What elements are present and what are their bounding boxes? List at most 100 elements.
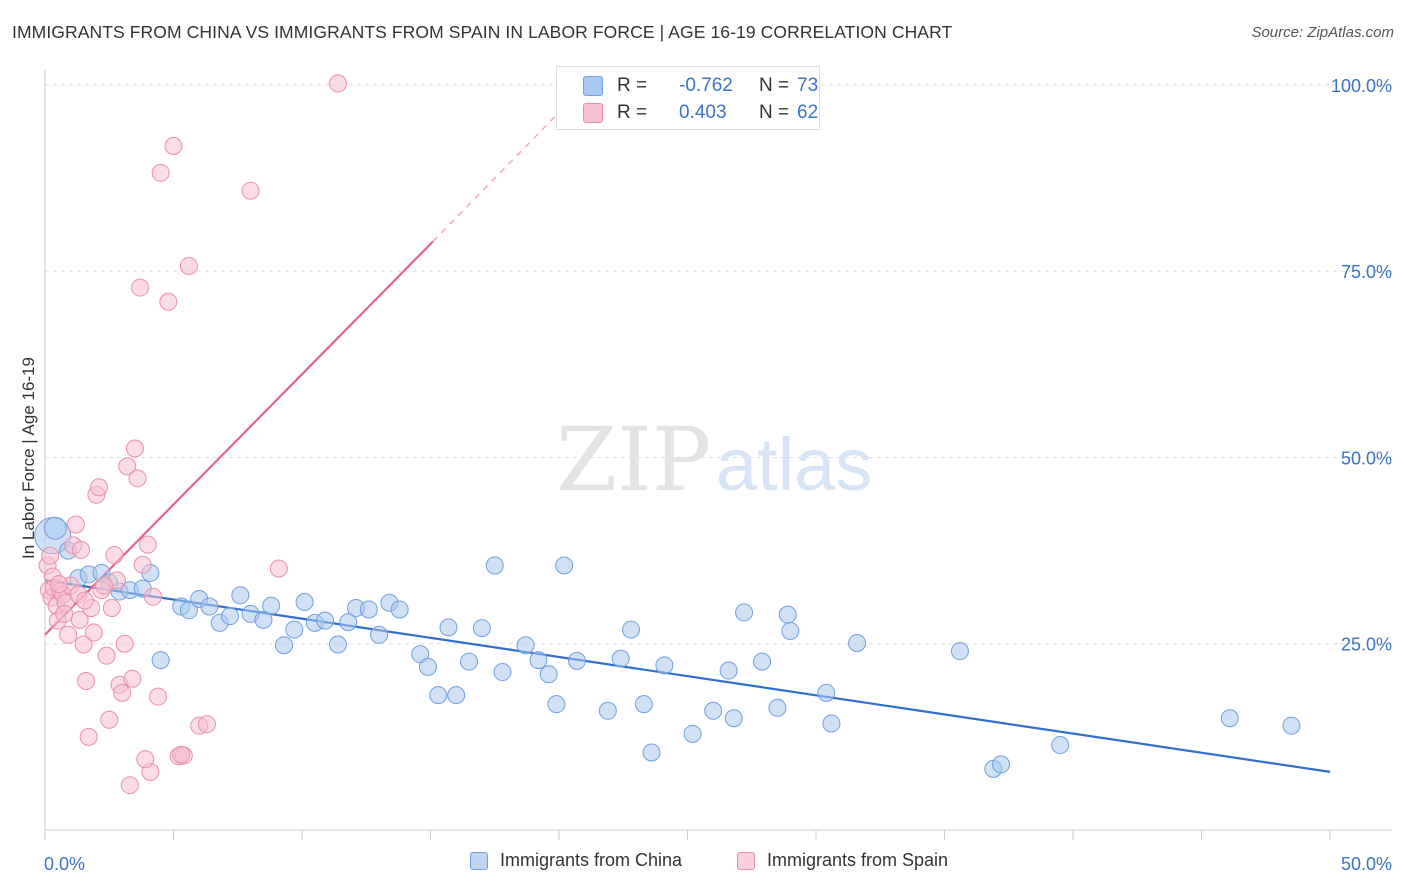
china-point [179, 601, 198, 620]
china-point [642, 743, 661, 762]
china-point [539, 665, 558, 684]
watermark-atlas: atlas [716, 423, 872, 506]
r-label: R = [617, 75, 648, 96]
chart-title: IMMIGRANTS FROM CHINA VS IMMIGRANTS FROM… [12, 22, 953, 42]
spain-point [105, 546, 124, 565]
spain-point [133, 555, 152, 574]
spain-point [123, 669, 142, 688]
china-point [418, 657, 437, 676]
y-tick-label: 75.0% [1341, 262, 1392, 282]
spain-point [125, 439, 144, 458]
watermark-zip: ZIP [556, 408, 711, 511]
legend-item-china[interactable]: Immigrants from China [470, 850, 682, 871]
china-point [683, 724, 702, 743]
n-label: N = [759, 102, 790, 123]
y-axis-label: In Labor Force | Age 16-19 [19, 357, 38, 559]
china-swatch [470, 851, 488, 870]
spain-point [179, 256, 198, 275]
china-point [567, 651, 586, 670]
china-point [781, 622, 800, 641]
spain-point [128, 469, 147, 488]
spain-point [89, 478, 108, 497]
spain-point [75, 591, 94, 610]
china-point [1282, 716, 1301, 735]
china-point [950, 642, 969, 661]
spain-point [143, 587, 162, 606]
spain-point [41, 546, 60, 565]
r-value: -0.762 [679, 75, 733, 96]
spain-point [59, 625, 78, 644]
legend-label: Immigrants from Spain [767, 850, 949, 870]
china-point [822, 714, 841, 733]
china-point [295, 593, 314, 611]
china-point [719, 661, 738, 680]
spain-point [115, 634, 134, 653]
china-point [768, 698, 787, 717]
spain-point [328, 74, 347, 93]
spain-point [100, 710, 119, 729]
china-point [231, 586, 250, 605]
china-point [151, 651, 170, 670]
spain-point [66, 515, 85, 534]
spain-trend-extension [432, 106, 565, 242]
china-point [460, 652, 479, 671]
spain-swatch [583, 103, 603, 123]
china-point [316, 611, 335, 630]
n-label: N = [759, 75, 790, 96]
china-point [516, 636, 535, 655]
spain-point [113, 683, 132, 702]
n-value: 73 [797, 75, 819, 96]
china-point [817, 683, 836, 702]
spain-point [149, 687, 168, 706]
china-point [992, 755, 1011, 774]
china-point [655, 656, 674, 675]
legend-item-spain[interactable]: Immigrants from Spain [737, 850, 948, 871]
spain-point [138, 535, 157, 554]
axes [44, 70, 1392, 840]
china-point [359, 600, 378, 619]
china-point [339, 613, 358, 632]
spain-point [172, 745, 191, 764]
china-point [285, 620, 304, 639]
spain-point [131, 278, 150, 297]
china-point [439, 618, 458, 637]
x-tick-label: 50.0% [1341, 854, 1392, 874]
china-point [704, 701, 723, 720]
spain-point [84, 623, 103, 642]
china-trend-line [44, 579, 1331, 773]
gridlines [45, 84, 1392, 645]
china-point [724, 709, 743, 728]
china-point [447, 686, 466, 705]
china-point [429, 686, 448, 705]
china-point [529, 651, 548, 670]
china-point [390, 600, 409, 619]
china-point [778, 605, 797, 624]
spain-swatch [737, 851, 755, 870]
china-swatch [583, 76, 603, 96]
china-point [611, 649, 630, 668]
spain-point [120, 776, 139, 795]
spain-point [118, 457, 137, 476]
n-value: 62 [797, 102, 819, 123]
spain-point [151, 163, 170, 182]
watermark: ZIP atlas [556, 408, 872, 511]
china-point [370, 625, 389, 644]
spain-point [77, 671, 96, 690]
x-tick-label: 0.0% [44, 854, 85, 874]
china-point [328, 635, 347, 654]
spain-point [102, 598, 121, 617]
source-label: Source: ZipAtlas.com [1251, 24, 1394, 41]
china-point [621, 620, 640, 639]
y-tick-label: 100.0% [1331, 76, 1392, 96]
spain-point [164, 137, 183, 155]
r-value: 0.403 [679, 102, 727, 123]
y-tick-label: 50.0% [1341, 448, 1392, 468]
legend-label: Immigrants from China [500, 850, 683, 870]
china-point [634, 695, 653, 714]
china-point [200, 597, 219, 616]
china-point [848, 633, 867, 652]
china-point [555, 556, 574, 575]
china-point [1220, 709, 1239, 728]
china-point [43, 516, 67, 540]
